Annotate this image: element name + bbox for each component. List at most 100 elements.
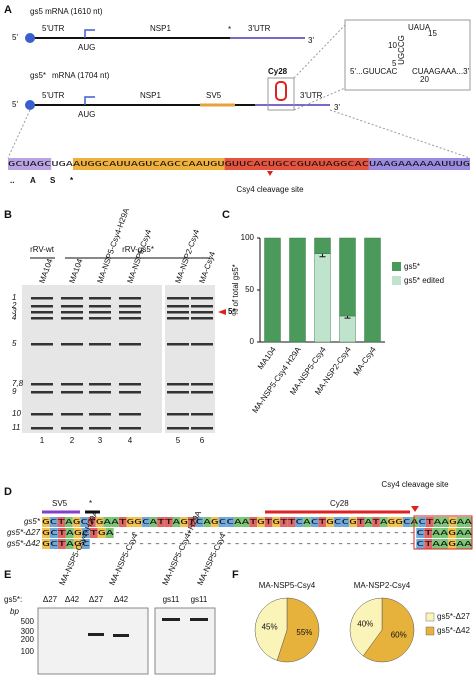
zoom-line	[293, 87, 346, 111]
arrow	[218, 309, 226, 315]
gel-band	[31, 383, 53, 386]
cleavage-label: Csy4 cleavage site	[236, 185, 304, 194]
pie-slice	[362, 597, 415, 663]
gel	[22, 285, 162, 433]
base-box	[72, 517, 81, 527]
label: 10	[388, 41, 397, 50]
label: 3'UTR	[248, 24, 271, 33]
base-box	[448, 528, 457, 538]
lane-number: 1	[40, 436, 45, 445]
label: CUAAGAAA...3'	[412, 67, 470, 76]
panel-letter: F	[232, 569, 239, 581]
base-box	[456, 528, 465, 538]
legend-swatch	[392, 262, 401, 271]
legend-label: gs5*-Δ27	[437, 612, 470, 621]
sequence: GCTAGC----------------------------------…	[42, 540, 473, 548]
label: rRV-wt	[30, 245, 55, 254]
row-label: gs5*-Δ27	[7, 528, 40, 537]
base-box	[456, 539, 465, 549]
gel-band	[167, 383, 189, 386]
base-box	[126, 517, 135, 527]
panel-letter: E	[4, 569, 11, 581]
sample-label: gs11	[191, 595, 208, 604]
base-box	[341, 517, 350, 527]
gel-band	[89, 383, 111, 386]
label: 5	[392, 59, 397, 68]
cap	[25, 100, 35, 110]
sequence-segment	[368, 158, 470, 170]
gel-band	[167, 297, 189, 300]
panel-letter: A	[4, 4, 12, 16]
gel-band	[61, 413, 83, 416]
segment-label: 5	[12, 339, 17, 348]
base-box	[42, 539, 50, 549]
gel-band	[191, 311, 213, 314]
base-box	[180, 517, 188, 527]
base-box	[73, 539, 82, 549]
sequence-segment	[8, 158, 52, 170]
base-box	[65, 517, 73, 527]
lane-label: MA-Csy4	[197, 250, 217, 285]
amino-acid: A	[30, 176, 36, 185]
label: bp	[10, 607, 19, 616]
sequence-segment	[72, 158, 225, 170]
gel-band	[162, 618, 180, 621]
gel-band	[167, 305, 189, 308]
base-box	[464, 539, 472, 549]
base-box	[57, 539, 66, 549]
base-box	[464, 528, 472, 538]
gel-band	[31, 311, 53, 314]
row-label: gs5*	[24, 517, 41, 526]
base-box	[395, 517, 403, 527]
gel-band	[119, 305, 141, 308]
lane-number: 6	[200, 436, 205, 445]
gel-band	[31, 343, 53, 346]
base-box	[80, 517, 89, 527]
segment-label: 4	[12, 313, 17, 322]
gel-band	[119, 391, 141, 394]
gel-band	[31, 305, 53, 308]
gel-band	[191, 383, 213, 386]
gel-band	[167, 317, 189, 320]
base-box	[424, 528, 433, 538]
base-box	[49, 528, 58, 538]
pie-title: MA-NSP2-Csy4	[354, 581, 411, 590]
amino-acid: *	[70, 176, 74, 185]
x-tick-label: MA-Csy4	[352, 345, 379, 378]
label: 5'...GUUCAC	[350, 67, 398, 76]
base-box	[218, 517, 227, 527]
sequence: GCTAGCTGA-------------------------------…	[42, 529, 473, 537]
title: gs5*	[30, 71, 46, 80]
base-box	[49, 539, 58, 549]
y-tick-label: 0	[250, 337, 255, 346]
base-box	[49, 517, 58, 527]
pie-slice	[276, 597, 320, 663]
end-label: 3'	[308, 36, 314, 45]
gel-band	[61, 317, 83, 320]
gel-band	[119, 413, 141, 416]
gel-band	[31, 413, 53, 416]
base-box	[134, 517, 142, 527]
bar-segment	[364, 237, 381, 343]
cleavage-box	[413, 515, 473, 550]
gel-band	[31, 391, 53, 394]
segment-label: 7,8	[12, 379, 24, 388]
bar-segment	[339, 315, 356, 343]
base-box	[141, 517, 150, 527]
base-box	[356, 517, 365, 527]
base-box	[42, 528, 50, 538]
segment-label: 11	[12, 423, 20, 432]
gel-band	[191, 317, 213, 320]
segment-label: 3	[12, 307, 17, 316]
amino-acid: S	[50, 176, 56, 185]
sequence: GCUAGCUGAAUGGCAUUAGUCAGCCAAUGUGUUCACUGCC…	[8, 160, 470, 168]
gel-band	[167, 343, 189, 346]
gel-band	[167, 413, 189, 416]
label: Cy28	[330, 499, 349, 508]
end-label: 5'	[12, 33, 18, 42]
gel-band	[88, 633, 104, 636]
gel-band	[61, 311, 83, 314]
x-tick-label: MA104	[256, 345, 278, 371]
lane-number: 4	[128, 436, 133, 445]
